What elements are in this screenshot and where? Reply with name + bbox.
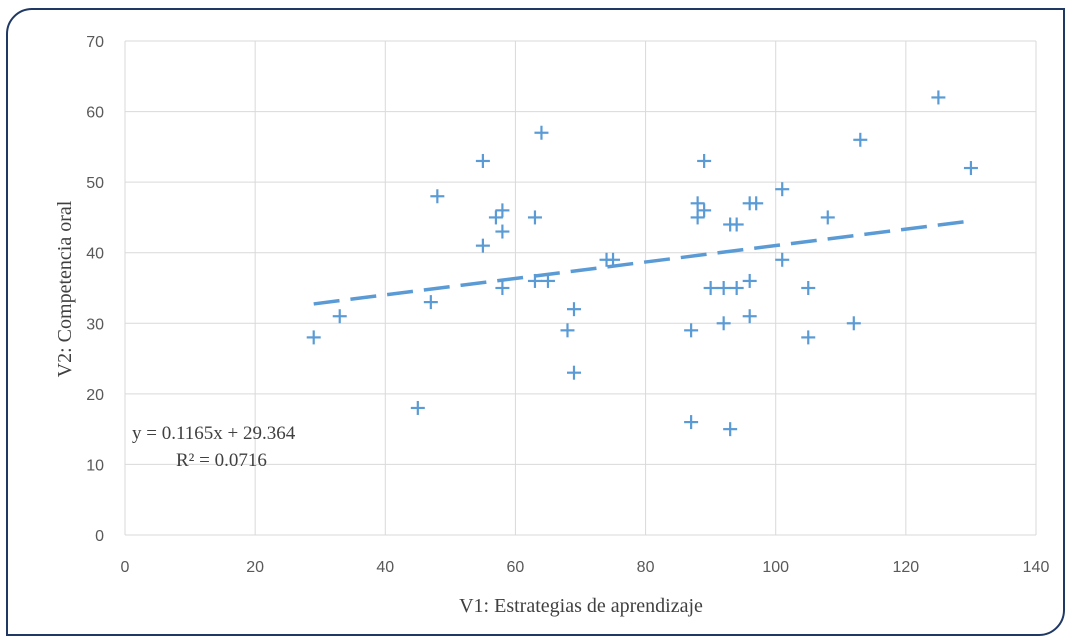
data-point: [729, 281, 744, 295]
trendline-equation: y = 0.1165x + 29.364: [132, 423, 296, 444]
data-point: [475, 153, 490, 168]
trendline-group: [313, 219, 972, 306]
x-tick-label: 120: [893, 559, 920, 576]
data-point: [801, 330, 816, 345]
x-tick-label: 100: [762, 559, 789, 576]
x-tick-label: 80: [637, 559, 655, 576]
data-point: [749, 196, 764, 211]
data-point: [775, 182, 790, 197]
y-tick-label: 70: [86, 34, 104, 51]
y-tick-label: 30: [86, 316, 104, 333]
y-tick-label: 50: [86, 175, 104, 192]
y-axis-title: V2: Competencia oral: [54, 200, 76, 377]
trendline-r2: R² = 0.0716: [176, 450, 267, 471]
data-point: [690, 196, 705, 211]
data-point: [846, 316, 861, 331]
data-point: [697, 203, 712, 218]
data-point: [775, 252, 790, 267]
data-point: [723, 422, 738, 437]
data-point: [684, 415, 699, 430]
data-point: [410, 400, 425, 415]
x-tick-label: 140: [1023, 559, 1050, 576]
x-tick-labels: 0 20 40 60 80 100 120 140: [121, 559, 1050, 576]
y-tick-label: 0: [95, 528, 104, 545]
y-tick-label: 10: [86, 457, 104, 474]
data-point: [963, 161, 978, 176]
data-point: [566, 365, 581, 380]
x-tick-label: 60: [507, 559, 525, 576]
data-point: [306, 330, 321, 345]
data-point: [742, 273, 757, 288]
data-point: [495, 203, 510, 218]
data-point: [423, 295, 438, 310]
x-tick-label: 40: [376, 559, 394, 576]
data-point: [475, 238, 490, 253]
data-point: [853, 132, 868, 147]
data-point: [716, 316, 731, 331]
x-tick-label: 0: [121, 559, 130, 576]
chart-frame: [6, 8, 1065, 636]
data-point: [697, 153, 712, 168]
data-point: [430, 189, 445, 204]
data-point: [931, 90, 946, 105]
y-tick-label: 60: [86, 105, 104, 122]
data-point: [703, 281, 718, 295]
data-point: [820, 210, 835, 225]
data-point: [527, 210, 542, 225]
data-point: [495, 281, 510, 295]
data-point: [534, 125, 549, 140]
y-tick-label: 20: [86, 387, 104, 404]
data-point: [566, 302, 581, 317]
data-point: [716, 281, 731, 295]
data-point: [801, 281, 816, 295]
data-point: [495, 224, 510, 239]
data-point: [729, 217, 744, 232]
data-point: [560, 323, 575, 338]
data-point: [527, 273, 542, 288]
y-tick-labels: 0 10 20 30 40 50 60 70: [86, 34, 104, 545]
y-tick-label: 40: [86, 246, 104, 263]
x-axis-title: V1: Estrategias de aprendizaje: [459, 595, 703, 617]
points-group: [306, 90, 978, 437]
data-point: [540, 273, 555, 288]
data-point: [488, 210, 503, 225]
grid: [124, 40, 1037, 536]
data-point: [742, 309, 757, 324]
data-point: [684, 323, 699, 338]
trendline: [313, 219, 972, 306]
x-tick-label: 20: [246, 559, 264, 576]
data-point: [606, 252, 621, 267]
data-point: [332, 309, 347, 324]
data-point: [690, 210, 705, 225]
